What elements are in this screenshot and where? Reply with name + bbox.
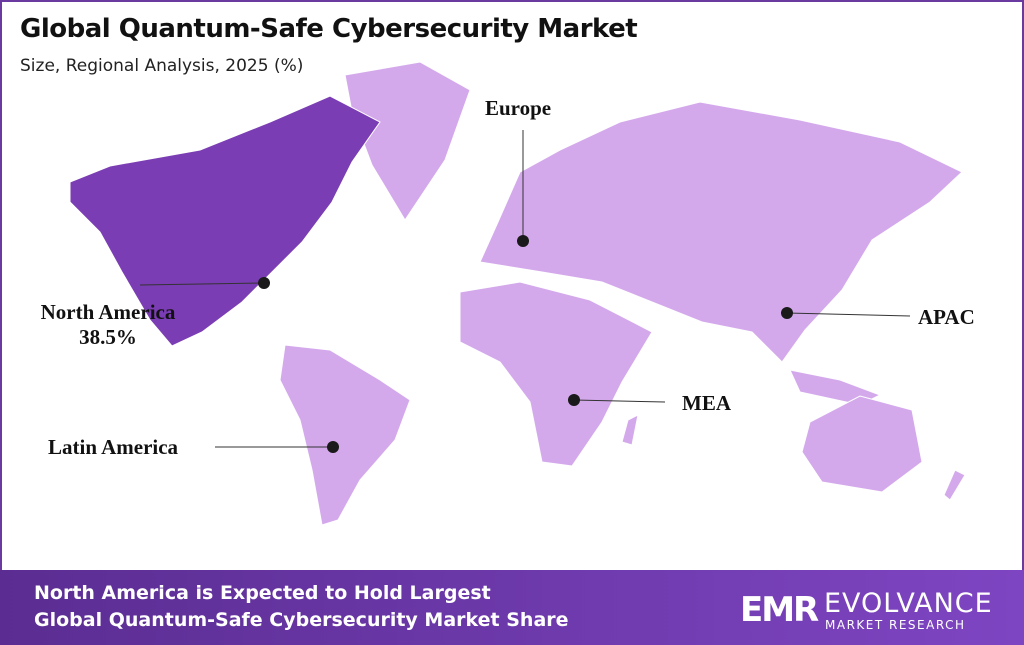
label-north-america: North America 38.5% <box>28 300 188 350</box>
label-latin-america: Latin America <box>48 435 179 459</box>
banner-line-2: Global Quantum-Safe Cybersecurity Market… <box>34 609 569 631</box>
marker-latin-america <box>327 441 339 453</box>
eurasia <box>479 101 963 363</box>
marker-europe <box>517 235 529 247</box>
australia <box>801 395 923 493</box>
madagascar <box>621 414 639 446</box>
region-name: North America <box>40 300 176 324</box>
africa <box>459 281 653 467</box>
label-apac: APAC <box>918 305 975 329</box>
footer-banner: North America is Expected to Hold Larges… <box>0 570 1024 645</box>
south-america <box>279 344 411 526</box>
region-value: 38.5% <box>79 325 137 349</box>
marker-north-america <box>258 277 270 289</box>
logo-subtitle: MARKET RESEARCH <box>825 618 966 632</box>
marker-mea <box>568 394 580 406</box>
marker-apac <box>781 307 793 319</box>
leader-line-north-america <box>139 282 265 286</box>
leader-line-mea <box>573 399 666 403</box>
logo-name: EVOLVANCE <box>824 588 993 619</box>
leader-line-apac <box>786 312 911 317</box>
label-europe: Europe <box>485 96 552 120</box>
new-zealand <box>943 469 966 501</box>
page-title: Global Quantum-Safe Cybersecurity Market <box>20 14 638 44</box>
label-mea: MEA <box>682 391 731 415</box>
world-map <box>69 61 966 526</box>
page-subtitle: Size, Regional Analysis, 2025 (%) <box>20 56 304 76</box>
banner-text: North America is Expected to Hold Larges… <box>34 580 569 634</box>
banner-line-1: North America is Expected to Hold Larges… <box>34 582 491 604</box>
logo-mark: EMR <box>740 590 819 630</box>
north-america <box>69 95 381 347</box>
